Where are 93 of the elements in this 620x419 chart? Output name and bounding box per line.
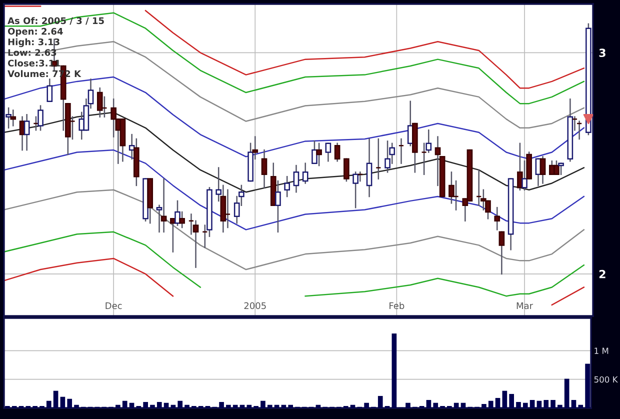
bar	[226, 404, 231, 408]
bar	[502, 390, 508, 408]
bar	[558, 404, 562, 408]
bar	[122, 400, 128, 408]
bar	[288, 404, 294, 408]
candlestick	[498, 231, 505, 275]
bar	[184, 404, 190, 408]
candlestick	[540, 156, 546, 184]
annotation: Open: 2.64	[8, 28, 63, 36]
candlestick	[261, 149, 268, 188]
bar	[530, 400, 535, 408]
bar	[232, 404, 238, 408]
y-tick-label: 2	[599, 270, 606, 278]
bar	[454, 402, 459, 408]
candlestick	[494, 206, 500, 230]
bar	[46, 400, 52, 408]
bar	[406, 402, 410, 408]
bar	[364, 402, 369, 408]
bar	[578, 404, 584, 408]
y-tick-label: 3	[599, 48, 606, 58]
x-tick-label: Feb	[390, 302, 404, 310]
bar	[219, 402, 224, 408]
candlestick	[517, 142, 523, 190]
candlestick	[38, 105, 44, 131]
bar	[74, 404, 79, 408]
bar	[433, 402, 438, 408]
bar	[544, 400, 549, 408]
candlestick	[522, 160, 528, 190]
bar	[536, 400, 542, 408]
candlestick	[572, 116, 578, 131]
candlestick	[275, 180, 281, 233]
bar	[571, 400, 576, 408]
candlestick	[96, 87, 103, 118]
bar	[246, 404, 252, 408]
candlestick	[24, 114, 30, 151]
x-tick-label: 2005	[244, 302, 266, 310]
candlestick	[160, 178, 167, 233]
candlestick	[366, 138, 372, 198]
bar	[129, 402, 134, 408]
candlestick	[46, 78, 53, 102]
candlestick	[252, 136, 258, 160]
y-tick-label: 1 M	[594, 348, 608, 354]
candlestick	[33, 116, 39, 131]
bar	[482, 404, 486, 408]
line-series	[4, 189, 584, 270]
bar	[509, 394, 514, 408]
x-tick-label: Mar	[516, 302, 534, 310]
x-tick-label: Dec	[106, 302, 122, 310]
candlestick	[174, 200, 180, 226]
candlestick	[10, 110, 16, 126]
bar	[260, 400, 266, 408]
candlestick	[316, 142, 322, 166]
bar	[426, 400, 432, 408]
candlestick	[284, 176, 290, 198]
candlestick	[325, 142, 332, 162]
candlestick	[312, 140, 318, 164]
candlestick	[110, 98, 116, 138]
candlestick	[558, 162, 564, 176]
y-tick-label: 500 K	[594, 376, 618, 383]
bar	[164, 402, 169, 408]
candlestick	[179, 211, 185, 228]
candlestick	[334, 142, 340, 162]
bar	[564, 378, 570, 408]
line-series	[4, 76, 584, 160]
bar	[550, 400, 556, 408]
bar	[460, 402, 466, 408]
bar	[522, 402, 528, 408]
candlestick	[398, 138, 404, 164]
bar	[585, 364, 590, 408]
bar	[143, 402, 148, 408]
candlestick	[224, 189, 231, 228]
candlestick	[357, 172, 364, 182]
bar	[516, 402, 521, 408]
bar	[267, 404, 272, 408]
bar	[67, 398, 72, 408]
line-series	[4, 149, 584, 230]
bar	[392, 333, 397, 408]
bar	[488, 400, 494, 408]
bar	[156, 402, 162, 408]
bar	[116, 404, 120, 408]
bar	[495, 398, 500, 408]
candlestick	[352, 172, 358, 208]
bar	[53, 390, 58, 408]
candlestick	[344, 158, 350, 182]
bar	[178, 400, 183, 408]
bar	[150, 404, 155, 408]
line-series	[4, 12, 584, 104]
candlestick	[202, 224, 208, 248]
bar	[378, 396, 383, 408]
candlestick	[293, 164, 300, 193]
candlestick	[375, 138, 382, 180]
candlestick	[302, 162, 308, 184]
bar	[60, 396, 66, 408]
